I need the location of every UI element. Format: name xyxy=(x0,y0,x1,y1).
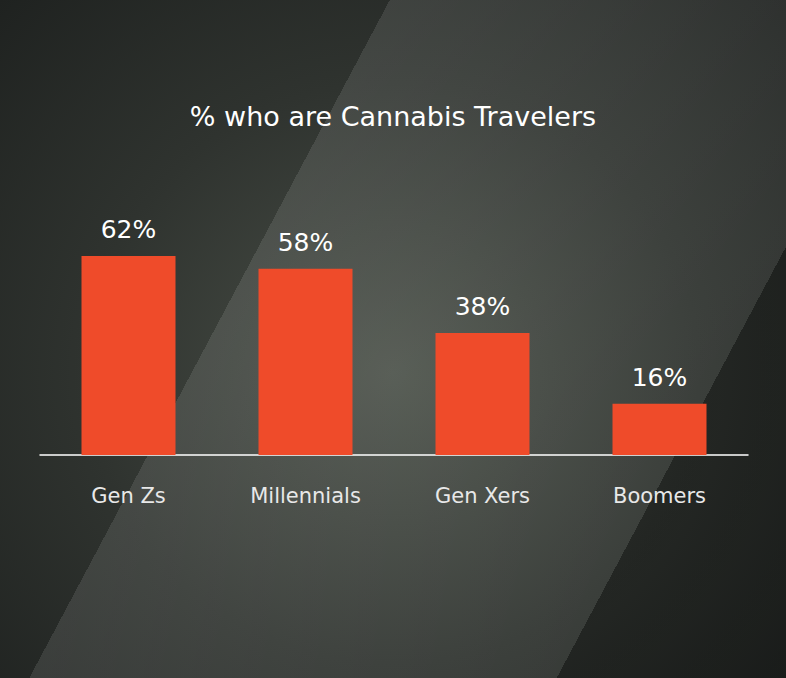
svg-text:Boomers: Boomers xyxy=(613,484,706,508)
svg-text:Gen Zs: Gen Zs xyxy=(91,484,166,508)
svg-text:38%: 38% xyxy=(455,292,511,321)
svg-text:% who are Cannabis Travelers: % who are Cannabis Travelers xyxy=(190,101,596,132)
svg-text:58%: 58% xyxy=(278,228,334,257)
svg-text:16%: 16% xyxy=(632,363,688,392)
svg-text:62%: 62% xyxy=(101,215,157,244)
svg-text:Gen Xers: Gen Xers xyxy=(435,484,530,508)
svg-text:Millennials: Millennials xyxy=(250,484,361,508)
